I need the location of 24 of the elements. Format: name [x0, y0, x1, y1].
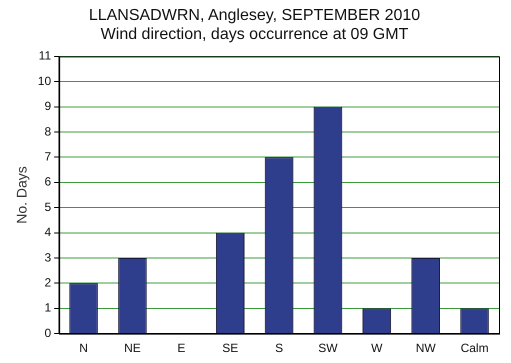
x-tick-label: NW [416, 341, 436, 356]
x-tick-label: Calm [460, 341, 489, 356]
x-tick-label: W [371, 341, 384, 356]
x-tick-label: N [79, 341, 88, 356]
x-tick-label: SE [222, 341, 238, 356]
x-tick-label: E [177, 341, 186, 356]
x-tick-label: S [275, 341, 284, 356]
y-tick-label: 7 [44, 150, 52, 164]
x-tick-label: NE [124, 341, 141, 356]
chart-title: LLANSADWRN, Anglesey, SEPTEMBER 2010 [88, 7, 420, 24]
y-tick-label: 4 [44, 225, 52, 240]
y-axis-title: No. Days [13, 166, 30, 224]
x-tick-label: SW [318, 341, 338, 356]
y-tick-label: 2 [44, 276, 52, 290]
y-tick-label: 5 [44, 200, 52, 214]
y-tick-label: 0 [44, 326, 52, 340]
chart-subtitle: Wind direction, days occurrence at 09 GMT [100, 26, 409, 44]
y-tick-label: 3 [44, 250, 52, 264]
y-tick-label: 11 [38, 48, 52, 63]
y-tick-label: 10 [38, 74, 52, 88]
y-tick-label: 9 [44, 99, 52, 114]
y-tick-label: 6 [44, 174, 52, 189]
y-tick-label: 1 [44, 300, 52, 315]
y-tick-label: 8 [44, 124, 52, 138]
